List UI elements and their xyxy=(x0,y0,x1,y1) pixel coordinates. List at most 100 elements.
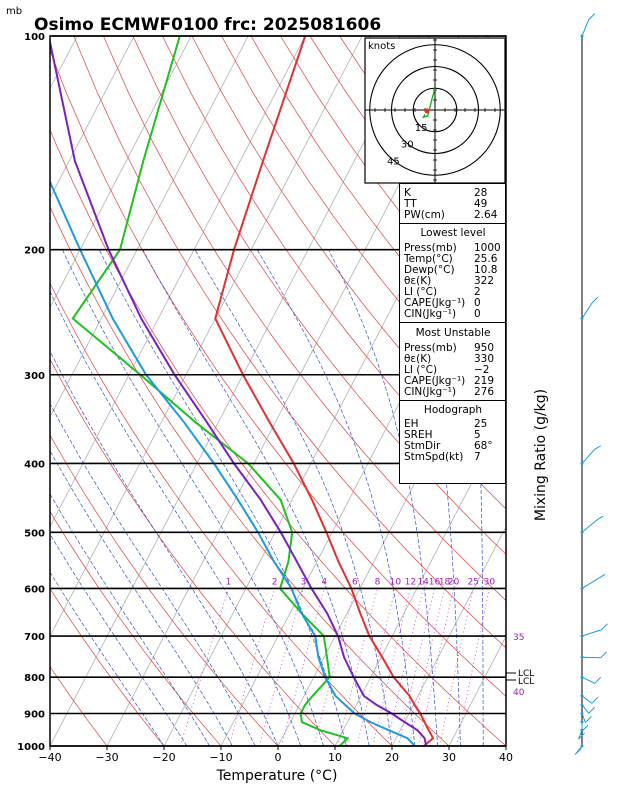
lowest-level-title: Lowest level xyxy=(404,228,502,239)
temperature-tick-label: −40 xyxy=(38,751,61,764)
wind-barb-shaft xyxy=(582,520,597,532)
hodograph-ring-label: 30 xyxy=(401,140,414,151)
mixing-ratio-label: 4 xyxy=(321,577,327,587)
index-row: CIN(Jkg⁻¹)276 xyxy=(404,387,502,398)
profile-line xyxy=(20,36,415,746)
temperature-tick-label: 0 xyxy=(275,751,282,764)
mixing-ratio-label: 12 xyxy=(405,577,416,587)
temperature-tick-label: 20 xyxy=(385,751,399,764)
pressure-tick-label: 300 xyxy=(24,371,45,382)
index-label: CIN(Jkg⁻¹) xyxy=(404,387,474,398)
wind-barb-shaft xyxy=(582,705,589,713)
temperature-tick-label: −10 xyxy=(209,751,232,764)
wind-barb-shaft xyxy=(582,677,595,683)
index-row: PW(cm)2.64 xyxy=(404,210,502,221)
index-label: PW(cm) xyxy=(404,210,474,221)
wind-barb-point xyxy=(581,317,584,320)
wind-barb-shaft xyxy=(582,20,589,36)
wind-barb-shaft xyxy=(582,630,601,636)
temperature-tick-label: 30 xyxy=(442,751,456,764)
isotherm-line xyxy=(0,36,362,746)
wind-barb-point xyxy=(581,635,584,638)
moist-adiabat xyxy=(62,250,323,746)
temperature-tick-label: −30 xyxy=(95,751,118,764)
wind-barb-point xyxy=(581,35,584,38)
background-lines xyxy=(0,36,618,746)
pressure-tick-label: 100 xyxy=(24,32,45,43)
mixing-ratio-line xyxy=(440,589,474,747)
mixing-ratio-label: 30 xyxy=(484,577,496,587)
mixing-ratio-label: 25 xyxy=(467,577,478,587)
pressure-tick-label: 500 xyxy=(24,528,45,539)
mixing-ratio-line xyxy=(229,589,275,747)
wind-barb-flag xyxy=(592,297,598,303)
moist-adiabat xyxy=(0,250,187,746)
index-row: StmSpd(kt)7 xyxy=(404,452,502,463)
isotherm-line xyxy=(0,36,20,746)
pressure-unit: mb xyxy=(6,6,22,17)
lcl-label-lower: LCL xyxy=(518,677,534,687)
wind-barb-point xyxy=(581,531,584,534)
wind-barb-flag xyxy=(589,707,595,713)
wind-barb-flag xyxy=(601,624,607,630)
index-row: CIN(Jkg⁻¹)0 xyxy=(404,309,502,320)
wind-barb-flag xyxy=(595,677,601,683)
moist-adiabat xyxy=(143,250,369,746)
wind-barb-flag xyxy=(575,748,581,754)
mixing-ratio-label: 10 xyxy=(390,577,402,587)
mixing-ratio-label: 1 xyxy=(226,577,232,587)
dry-adiabat xyxy=(0,36,107,746)
pressure-tick-label: 200 xyxy=(24,246,45,257)
wind-barb-point xyxy=(581,462,584,465)
hodograph-ring-label: 15 xyxy=(415,123,428,134)
mixing-ratio-label: 14 xyxy=(417,577,429,587)
pressure-tick-label: 900 xyxy=(24,710,45,721)
wind-barb-shaft xyxy=(582,657,601,658)
adiabat-label-40: 40 xyxy=(513,688,525,698)
pressure-tick-label: 600 xyxy=(24,584,45,595)
index-label: CIN(Jkg⁻¹) xyxy=(404,309,474,320)
wind-barb-flag xyxy=(589,14,595,20)
temperature-tick-label: 10 xyxy=(328,751,342,764)
storm-motion-marker xyxy=(425,109,430,114)
moist-adiabat xyxy=(0,250,164,746)
wind-barb-shaft xyxy=(582,449,595,463)
wind-barb-point xyxy=(581,676,584,679)
wind-barb-point xyxy=(581,712,584,715)
index-label: StmSpd(kt) xyxy=(404,452,474,463)
wind-barb-flag xyxy=(582,725,588,731)
wind-barb-shaft xyxy=(582,696,592,703)
wind-barb-flag xyxy=(597,516,603,520)
wind-barb-point xyxy=(581,587,584,590)
dry-adiabat xyxy=(487,36,618,746)
wind-barb-flag xyxy=(599,574,605,578)
wind-barb-point xyxy=(581,703,584,706)
pressure-tick-label: 800 xyxy=(24,673,45,684)
wind-barb-shaft xyxy=(582,578,599,589)
mixing-ratio-label: 20 xyxy=(448,577,460,587)
mixing-ratio-label: 6 xyxy=(352,577,358,587)
wind-barb-point xyxy=(581,720,584,723)
index-value: 276 xyxy=(474,387,494,398)
x-axis-label: Temperature (°C) xyxy=(216,768,338,784)
mixing-ratio-label: 8 xyxy=(375,577,381,587)
index-value: 0 xyxy=(474,309,481,320)
hodograph-ring-label: 45 xyxy=(387,156,400,167)
wind-barb-flag xyxy=(601,652,607,658)
wind-barb-point xyxy=(581,694,584,697)
isotherm-line xyxy=(563,36,618,746)
adiabat-label-35: 35 xyxy=(513,633,524,643)
wind-barb-flag xyxy=(595,446,601,450)
mixing-ratio-line xyxy=(259,589,303,747)
